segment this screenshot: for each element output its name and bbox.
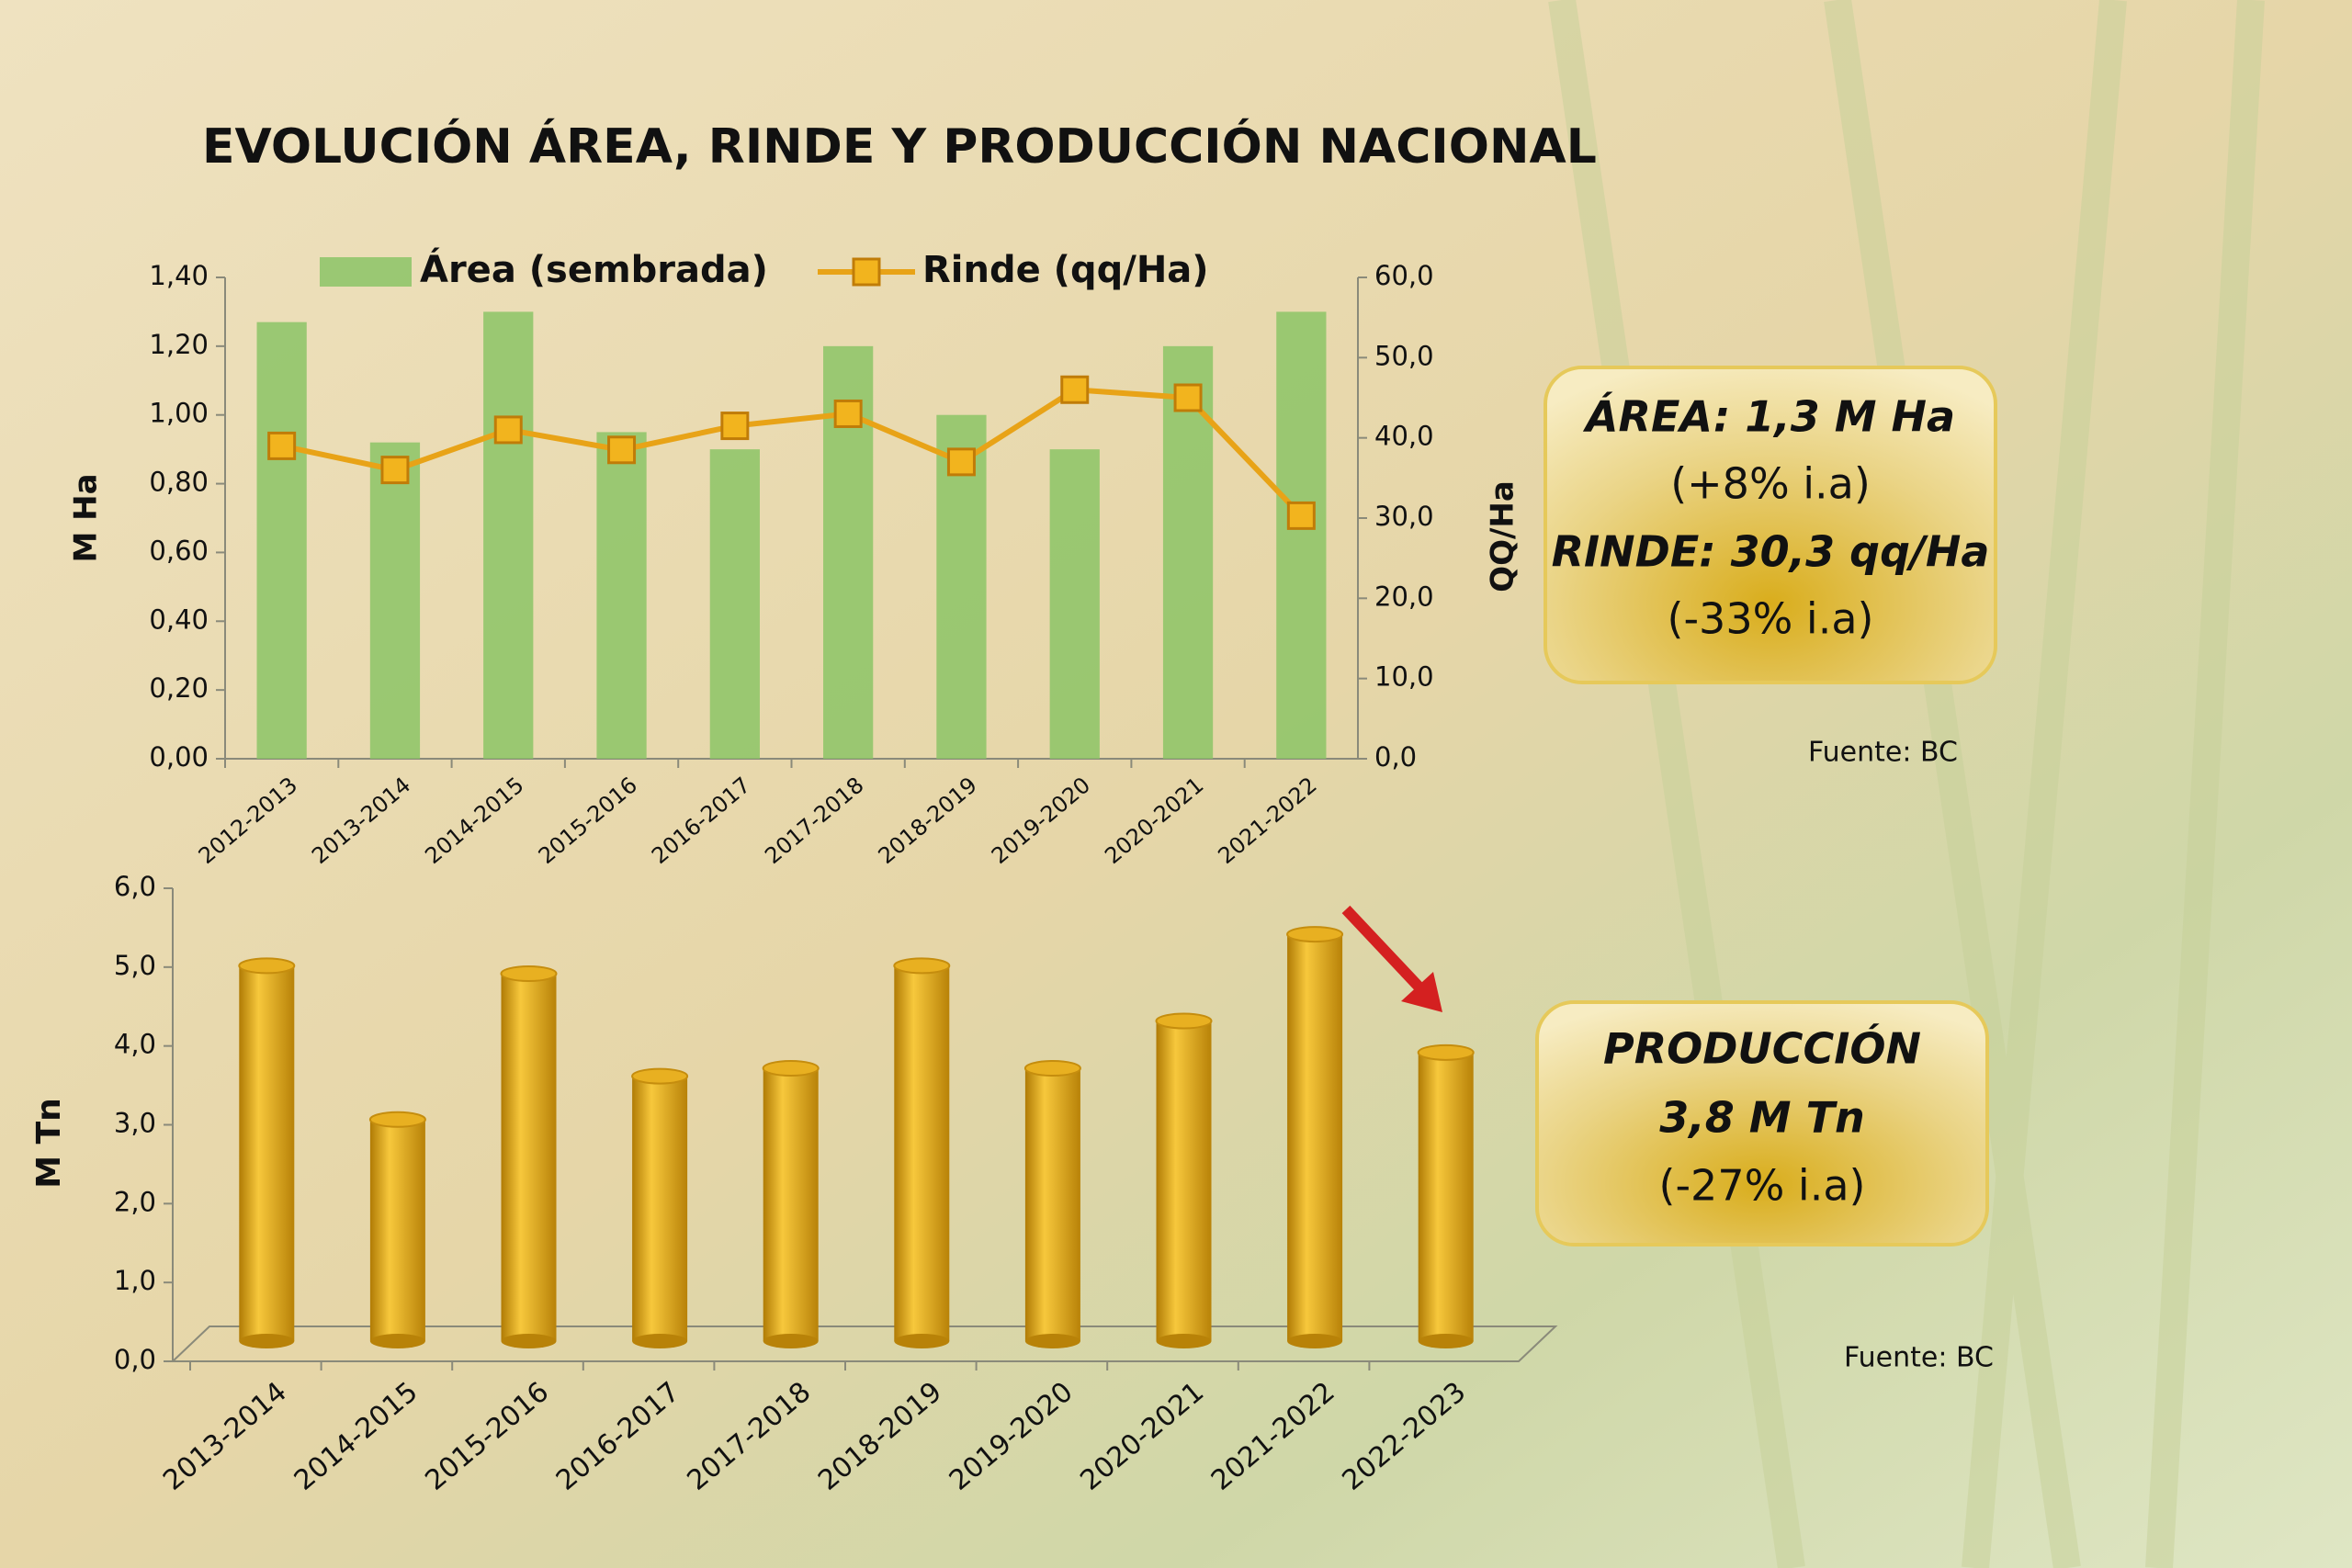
cylinder-bar [894,965,950,1341]
callout-text: RINDE: 30,3 qq/Ha [1552,527,1990,577]
y2-tick-label: 30,0 [1374,501,1434,532]
cylinder-base [1287,1334,1343,1348]
marker [267,431,297,460]
cylinder-bar [239,965,295,1341]
bar [709,449,760,759]
cylinder-bar [1156,1021,1212,1341]
marker [607,435,637,465]
cylinder-base [632,1334,688,1348]
bar [369,442,421,759]
cylinder-base [369,1334,425,1348]
y2-tick-label: 0,0 [1374,741,1417,773]
marker [1173,383,1203,412]
cylinder-bar [1418,1052,1474,1341]
bar [1276,311,1327,759]
bar [483,311,534,759]
callout-text: ÁREA: 1,3 M Ha [1583,392,1955,442]
cylinder-top [1286,926,1344,943]
floor [170,1325,1558,1362]
y-axis-title: M Tn [30,1098,68,1189]
red-arrow [1341,905,1442,1012]
cylinder-base [501,1334,557,1348]
y-tick-label: 3,0 [114,1108,156,1139]
callout-text: 3,8 M Tn [1659,1093,1864,1143]
y-tick-label: 1,0 [114,1265,156,1296]
cylinder-base [763,1334,819,1348]
marker [946,447,976,477]
cylinder-top [762,1060,820,1077]
source: Fuente: BC [1808,737,1958,769]
y-tick-label: 0,00 [149,741,209,773]
cylinder-base [1024,1334,1080,1348]
cylinder-top [631,1067,689,1085]
y-tick-label: 2,0 [114,1186,156,1217]
cylinder-bar [1287,934,1343,1341]
cylinder-base [239,1334,295,1348]
bar [256,321,307,759]
callout-box [1544,366,1997,684]
marker [1060,375,1090,404]
cylinder-bar [501,974,557,1341]
y2-tick-label: 20,0 [1374,581,1434,612]
legend-label: Rinde (qq/Ha) [922,249,1209,291]
legend-label: Área (sembrada) [420,247,768,291]
y-tick-label: 1,20 [149,329,209,360]
cylinder-bar [763,1068,819,1341]
page-title: EVOLUCIÓN ÁREA, RINDE Y PRODUCCIÓN NACIO… [202,118,1597,175]
y-tick-label: 0,80 [149,467,209,498]
callout-text: (-33% i.a) [1668,594,1874,644]
cylinder-base [1418,1334,1474,1348]
y2-tick-label: 10,0 [1374,661,1434,693]
background-stalks [1548,0,2265,1568]
marker [380,456,410,485]
y-axis-title: M Ha [68,473,105,562]
cylinder-top [1155,1012,1213,1030]
cylinder-top [368,1111,426,1128]
source: Fuente: BC [1844,1342,1994,1374]
cylinder-base [894,1334,950,1348]
marker [720,412,750,441]
cylinder-top [500,965,558,982]
y-tick-label: 0,60 [149,535,209,566]
cylinder-base [1156,1334,1212,1348]
y-tick-label: 6,0 [114,871,156,902]
y-tick-label: 5,0 [114,950,156,981]
legend-marker [852,257,881,287]
marker [1286,501,1316,530]
cylinder-bar [369,1119,425,1341]
cylinder-top [893,957,951,975]
y2-tick-label: 60,0 [1374,260,1434,291]
callout-text: (-27% i.a) [1659,1161,1866,1211]
marker [493,415,523,445]
cylinder-top [1023,1060,1081,1077]
y2-axis-title: QQ/Ha [1485,480,1521,592]
y-tick-label: 0,20 [149,672,209,704]
callout-box [1535,1000,1989,1247]
bar [1049,449,1100,759]
y-tick-label: 1,40 [149,260,209,291]
bar [596,432,647,759]
y-tick-label: 4,0 [114,1029,156,1060]
y2-tick-label: 50,0 [1374,340,1434,371]
y-tick-label: 0,40 [149,604,209,635]
callout-text: PRODUCCIÓN [1603,1024,1921,1074]
cylinder-top [1417,1043,1475,1061]
y-tick-label: 0,0 [114,1344,156,1375]
marker [833,399,863,428]
legend-swatch [320,257,412,287]
y-tick-label: 1,00 [149,398,209,429]
line [281,387,1304,518]
cylinder-top [238,957,296,975]
y2-tick-label: 40,0 [1374,421,1434,452]
cylinder-bar [632,1076,688,1341]
cylinder-bar [1024,1068,1080,1341]
callout-text: (+8% i.a) [1670,459,1871,509]
